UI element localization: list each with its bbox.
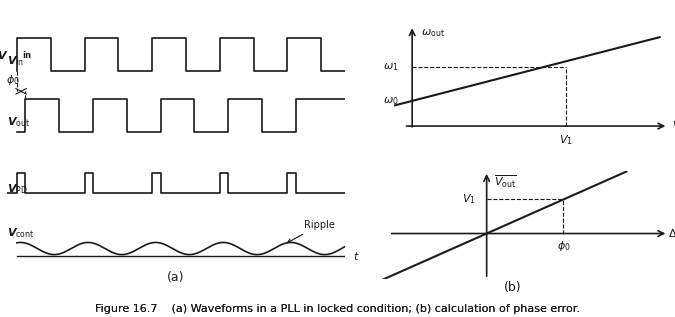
Text: $\bfit{V}$: $\bfit{V}$ — [0, 49, 9, 61]
Text: Figure 16.7    (a) Waveforms in a PLL in locked condition; (b) calculation of ph: Figure 16.7 (a) Waveforms in a PLL in lo… — [95, 304, 580, 314]
Text: $\omega_0$: $\omega_0$ — [383, 95, 398, 107]
Text: $V_1$: $V_1$ — [462, 192, 475, 206]
Text: $\boldsymbol{V}_{\rm cont}$: $\boldsymbol{V}_{\rm cont}$ — [7, 226, 35, 240]
Text: (b): (b) — [504, 281, 522, 294]
Text: $\boldsymbol{V}_{\rm PD}$: $\boldsymbol{V}_{\rm PD}$ — [7, 183, 28, 196]
Text: $\boldsymbol{V}_{\rm in}$: $\boldsymbol{V}_{\rm in}$ — [7, 54, 25, 68]
Text: $\overline{V_{\rm out}}$: $\overline{V_{\rm out}}$ — [493, 174, 516, 190]
Text: $\mathbf{in}$: $\mathbf{in}$ — [22, 49, 32, 60]
Text: $\phi_0$: $\phi_0$ — [6, 73, 20, 87]
Text: Ripple: Ripple — [288, 220, 335, 243]
Text: $V_{\rm cont}$: $V_{\rm cont}$ — [672, 119, 675, 133]
Text: (a): (a) — [167, 271, 184, 284]
Text: $t$: $t$ — [353, 250, 360, 262]
Text: $\boldsymbol{V}_{\rm out}$: $\boldsymbol{V}_{\rm out}$ — [7, 115, 31, 129]
Text: $\phi_0$: $\phi_0$ — [557, 239, 570, 253]
Text: $\omega_1$: $\omega_1$ — [383, 61, 398, 73]
Text: $V_1$: $V_1$ — [559, 133, 572, 147]
Text: $\omega_{\rm out}$: $\omega_{\rm out}$ — [421, 27, 445, 39]
Text: Figure 16.7    (a) Waveforms in a PLL in locked condition; (b) calculation of ph: Figure 16.7 (a) Waveforms in a PLL in lo… — [95, 304, 580, 314]
Text: $\Delta\phi$: $\Delta\phi$ — [668, 227, 675, 241]
